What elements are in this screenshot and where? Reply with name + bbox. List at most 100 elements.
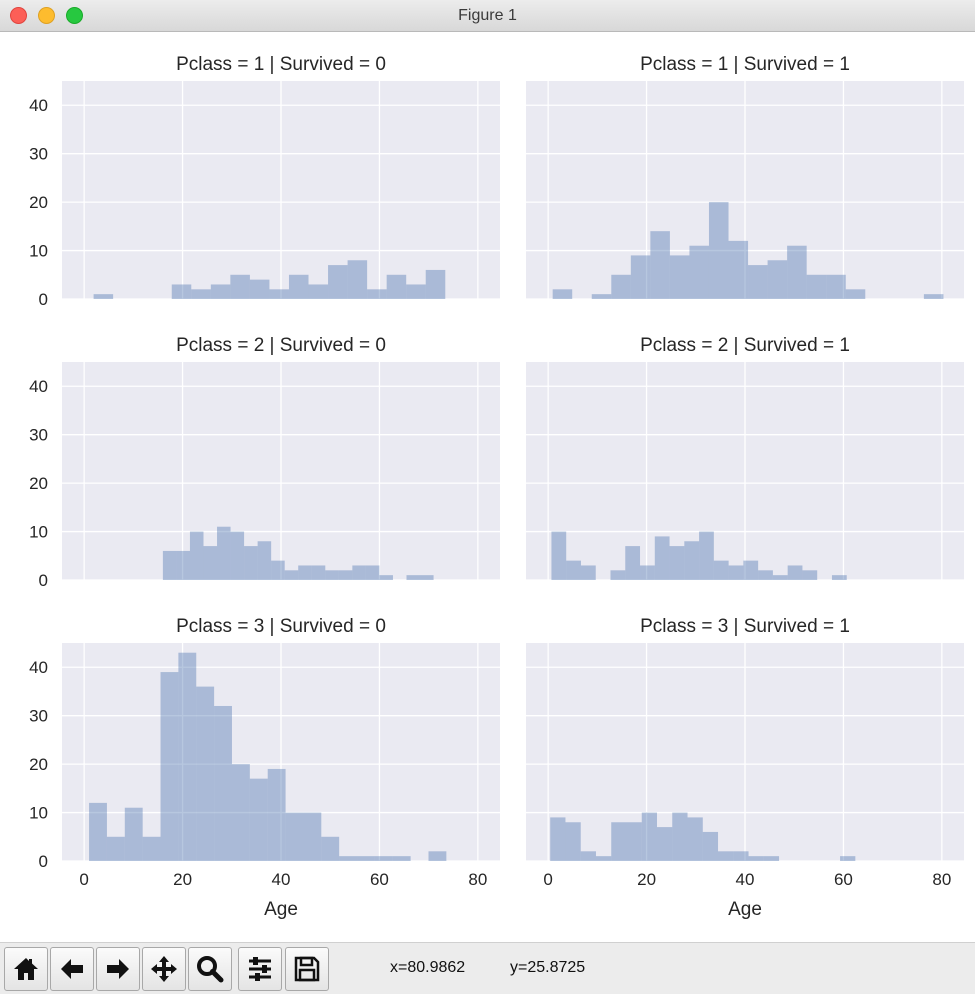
histogram-bar (162, 550, 177, 580)
y-coordinate-readout: y=25.8725 (510, 959, 586, 976)
forward-button[interactable] (96, 947, 140, 991)
histogram-bar (802, 570, 818, 580)
histogram-bar (591, 294, 612, 299)
zoom-button[interactable] (188, 947, 232, 991)
y-tick-label: 20 (29, 474, 48, 493)
histogram-bar (171, 284, 192, 299)
facet-panel[interactable]: Pclass = 2 | Survived = 0 0 10 20 30 40 (29, 335, 500, 590)
histogram-bar (210, 284, 231, 299)
histogram-bar (285, 812, 304, 861)
histogram-bar (178, 652, 197, 861)
histogram-bar (406, 284, 426, 299)
histogram-bar (806, 274, 827, 299)
histogram-bar (630, 255, 651, 299)
histogram-bar (328, 265, 348, 299)
search-icon (197, 956, 224, 983)
histogram-bar (176, 550, 190, 580)
histogram-bar (203, 546, 218, 580)
histogram-bar (684, 541, 700, 580)
histogram-bar (321, 836, 340, 861)
histogram-bar (702, 831, 719, 861)
histogram-bar (367, 289, 387, 299)
x-tick-label: 0 (79, 870, 88, 889)
histogram-bar (580, 565, 596, 580)
floppy-disk-icon (294, 956, 320, 982)
histogram-bar (713, 560, 729, 580)
facet-panel[interactable]: Pclass = 1 | Survived = 0 0 10 20 30 40 (29, 54, 500, 309)
facet-panel[interactable]: Pclass = 2 | Survived = 1 (526, 335, 964, 581)
histogram-bar (249, 778, 268, 861)
back-button[interactable] (50, 947, 94, 991)
y-tick-label: 40 (29, 658, 48, 677)
histogram-bar (347, 260, 368, 299)
histogram-bar (269, 289, 289, 299)
histogram-bar (708, 202, 729, 299)
histogram-bar (89, 802, 107, 861)
histogram-bar (428, 851, 447, 861)
histogram-bar (733, 851, 749, 861)
histogram-bar (748, 265, 768, 299)
y-tick-label: 0 (39, 852, 48, 871)
histogram-bar (840, 856, 856, 861)
home-button[interactable] (4, 947, 48, 991)
histogram-bar (308, 284, 329, 299)
histogram-bar (230, 274, 250, 299)
histogram-bar (718, 851, 734, 861)
facet-panel[interactable]: Pclass = 1 | Survived = 1 (526, 54, 964, 300)
y-tick-label: 30 (29, 426, 48, 445)
minimize-window-button[interactable] (38, 7, 55, 24)
zoom-window-button[interactable] (66, 7, 83, 24)
histogram-bar (580, 851, 596, 861)
x-axis-label: Age (264, 899, 298, 920)
x-tick-label: 40 (736, 870, 755, 889)
histogram-bar (189, 531, 204, 580)
histogram-bar (214, 705, 232, 861)
histogram-bar (257, 541, 272, 580)
histogram-bar (650, 231, 670, 299)
histogram-bar (379, 575, 393, 580)
histogram-bar (641, 812, 658, 861)
y-tick-label: 0 (39, 571, 48, 590)
facet-panel[interactable]: Pclass = 3 | Survived = 0 0 10 20 30 40 0 20 40 6… (29, 616, 500, 920)
histogram-bar (244, 546, 258, 580)
y-tick-label: 20 (29, 193, 48, 212)
histogram-bar (552, 289, 573, 299)
arrow-left-icon (61, 959, 83, 979)
facet-title: Pclass = 1 | Survived = 1 (640, 54, 850, 75)
histogram-bar (923, 294, 944, 299)
close-window-button[interactable] (10, 7, 27, 24)
histogram-bar (595, 856, 612, 861)
navigation-toolbar: x=80.9862 y=25.8725 (0, 942, 975, 994)
facet-panel[interactable]: Pclass = 3 | Survived = 1 0 20 40 60 80 Age (526, 616, 964, 920)
histogram-bar (748, 856, 764, 861)
configure-subplots-button[interactable] (238, 947, 282, 991)
facet-title: Pclass = 2 | Survived = 1 (640, 335, 850, 356)
histogram-bar (357, 856, 375, 861)
histogram-bar (687, 817, 703, 861)
x-tick-label: 20 (637, 870, 656, 889)
histogram-bar (845, 289, 866, 299)
histogram-bar (392, 856, 411, 861)
histogram-bar (728, 240, 749, 299)
facet-grid-figure[interactable]: Pclass = 1 | Survived = 0010203040Pclass… (0, 32, 975, 942)
histogram-bar (217, 526, 231, 580)
histogram-bar (311, 565, 326, 580)
histogram-bar (303, 812, 322, 861)
y-tick-label: 20 (29, 755, 48, 774)
x-tick-label: 60 (370, 870, 389, 889)
histogram-bar (763, 856, 780, 861)
pan-button[interactable] (142, 947, 186, 991)
facet-title: Pclass = 2 | Survived = 0 (176, 335, 386, 356)
save-button[interactable] (285, 947, 329, 991)
histogram-bar (365, 565, 380, 580)
arrow-right-icon (107, 959, 129, 979)
y-tick-label: 10 (29, 804, 48, 823)
histogram-bar (338, 570, 353, 580)
histogram-bar (386, 274, 407, 299)
y-tick-label: 30 (29, 145, 48, 164)
histogram-bar (93, 294, 114, 299)
histogram-bar (298, 565, 312, 580)
histogram-bar (550, 817, 566, 861)
x-tick-label: 20 (173, 870, 192, 889)
histogram-bar (699, 531, 714, 580)
